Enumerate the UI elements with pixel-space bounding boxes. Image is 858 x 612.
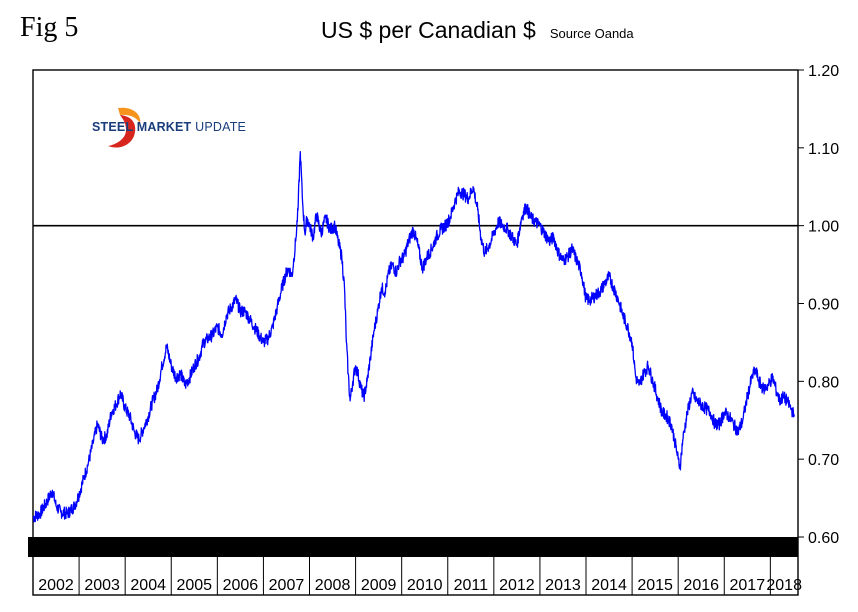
logo-swoosh-icon [108, 107, 141, 148]
chart-source-note: Source Oanda [549, 26, 634, 41]
x-tick-label: 2016 [683, 577, 719, 594]
logo-text-bold: STEEL MARKET [92, 120, 192, 134]
x-tick-label: 2002 [38, 577, 74, 594]
y-tick-label: 0.90 [808, 297, 839, 314]
x-tick-label: 2012 [499, 577, 535, 594]
y-tick-label: 0.60 [808, 530, 839, 547]
x-tick-label: 2013 [545, 577, 581, 594]
y-axis-ticks: 0.60 0.70 0.80 0.90 1.00 1.10 1.20 [798, 63, 839, 547]
y-tick-label: 0.80 [808, 374, 839, 391]
series-line-usd-per-cad [32, 151, 795, 523]
y-tick-label: 1.20 [808, 63, 839, 80]
x-tick-label: 2004 [130, 577, 166, 594]
x-tick-label: 2010 [407, 577, 443, 594]
logo-wordmark: STEEL MARKET UPDATE [92, 120, 246, 134]
chart-title: US $ per Canadian $ [321, 17, 536, 43]
y-tick-label: 1.10 [808, 141, 839, 158]
figure-label: Fig 5 [20, 12, 79, 43]
y-tick-label: 0.70 [808, 452, 839, 469]
logo-text-light: UPDATE [195, 120, 247, 134]
x-tick-label: 2014 [591, 577, 627, 594]
y-tick-label: 1.00 [808, 219, 839, 236]
x-tick-label: 2003 [84, 577, 120, 594]
chart-title-block: US $ per Canadian $ Source Oanda [321, 17, 634, 44]
x-tick-label: 2006 [223, 577, 259, 594]
x-tick-label: 2005 [176, 577, 212, 594]
x-tick-label: 2018 [766, 577, 802, 594]
x-tick-label: 2015 [637, 577, 673, 594]
x-tick-label: 2008 [315, 577, 351, 594]
plot-area-frame [32, 69, 799, 596]
x-tick-label: 2007 [269, 577, 305, 594]
steel-market-update-logo: STEEL MARKET UPDATE [82, 104, 246, 152]
x-tick-label: 2017 [730, 577, 766, 594]
x-axis-ticks: 2002 2003 2004 2005 2006 2007 2008 2009 2010 2011… [32, 557, 802, 595]
x-tick-label: 2011 [454, 577, 489, 594]
x-tick-label: 2009 [361, 577, 397, 594]
bottom-black-band [28, 537, 798, 557]
